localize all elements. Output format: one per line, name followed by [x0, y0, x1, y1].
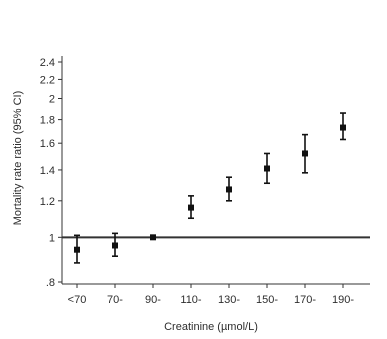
- data-point-group: [340, 112, 346, 141]
- plot-area: .8 1 1.2 1.4 1.6 1.8 2 2.2 2.4 <70 70- 90- 110- 130- 1…: [40, 56, 370, 306]
- point-estimate-marker: [226, 186, 232, 193]
- x-axis-title: Creatinine (µmol/L): [164, 321, 258, 333]
- data-point-group: [264, 152, 270, 185]
- data-point-group: [150, 234, 156, 241]
- point-estimate-marker: [112, 242, 118, 249]
- y-tick-label: 1.6: [40, 138, 55, 150]
- y-tick-label: 2: [49, 94, 55, 106]
- y-tick-label: 1.2: [40, 196, 55, 208]
- x-tick-label: <70: [68, 294, 87, 306]
- point-estimate-marker: [188, 204, 194, 211]
- point-estimate-marker: [74, 246, 80, 253]
- point-estimate-marker: [340, 124, 346, 131]
- y-tick-label: 2.4: [40, 57, 55, 69]
- point-estimate-marker: [150, 234, 156, 241]
- x-tick-label: 170-: [294, 294, 316, 306]
- x-tick-label: 70-: [107, 294, 123, 306]
- point-estimate-marker: [302, 150, 308, 157]
- point-estimate-marker: [264, 165, 270, 172]
- y-tick-label: 1.8: [40, 115, 55, 127]
- data-point-group: [74, 234, 80, 264]
- y-tick-label: 1: [49, 232, 55, 244]
- y-axis-title: Mortality rate ratio (95% CI): [12, 91, 24, 225]
- x-tick-label: 90-: [145, 294, 161, 306]
- data-point-group: [188, 195, 194, 220]
- data-point-group: [226, 176, 232, 202]
- y-tick-label: 2.2: [40, 74, 55, 86]
- x-tick-label: 110-: [180, 294, 202, 306]
- y-tick-label: 1.4: [40, 165, 55, 177]
- data-point-group: [112, 232, 118, 258]
- x-tick-label: 190-: [332, 294, 354, 306]
- y-tick-label: .8: [46, 277, 55, 289]
- x-tick-label: 130-: [218, 294, 240, 306]
- data-point-group: [302, 133, 308, 174]
- x-tick-label: 150-: [256, 294, 278, 306]
